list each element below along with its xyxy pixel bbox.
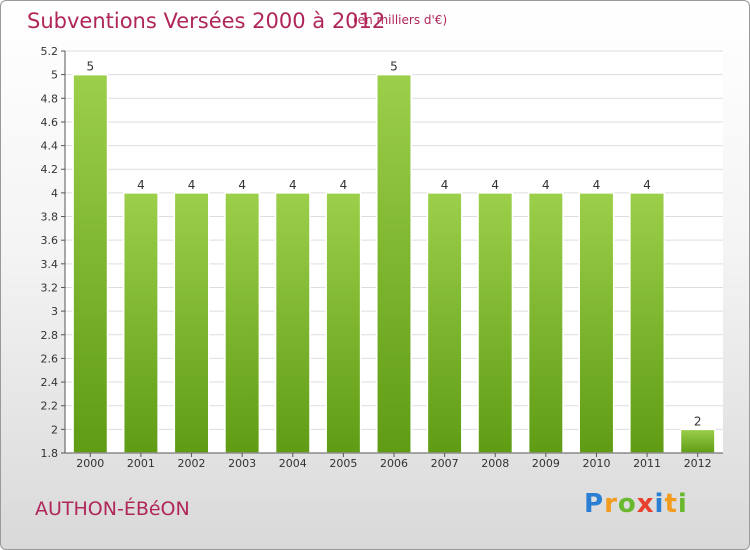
- x-tick-label: 2007: [431, 457, 459, 470]
- y-tick-label: 3.2: [41, 281, 59, 294]
- logo-letter: r: [604, 489, 618, 519]
- value-label: 4: [188, 178, 196, 192]
- bar-2009[interactable]: [527, 192, 564, 454]
- value-labels: 5 4 4 4 4 4 5 4 4 4 4 4 2: [86, 60, 701, 429]
- x-tick-label: 2010: [582, 457, 610, 470]
- chart-title: Subventions Versées 2000 à 2012: [27, 9, 386, 33]
- logo-letter: P: [584, 489, 605, 519]
- y-tick-label: 3.4: [41, 258, 59, 271]
- x-tick-label: 2001: [127, 457, 155, 470]
- y-tick-label: 2.4: [41, 376, 59, 389]
- y-tick-label: 3: [51, 305, 58, 318]
- bar-2002[interactable]: [173, 192, 210, 454]
- bar-2003[interactable]: [224, 192, 261, 454]
- y-tick-label: 2.6: [41, 352, 59, 365]
- y-tick-label: 5: [51, 69, 58, 82]
- y-tick-label: 4.2: [41, 163, 59, 176]
- y-tick-label: 4.8: [41, 92, 59, 105]
- value-label: 4: [137, 178, 145, 192]
- proxiti-logo[interactable]: Proxiti: [584, 489, 688, 519]
- bar-2011[interactable]: [629, 192, 666, 454]
- y-tick-label: 4.6: [41, 116, 59, 129]
- y-tick-label: 3.8: [41, 211, 59, 224]
- logo-letter: i: [677, 489, 688, 519]
- value-label: 5: [390, 60, 398, 74]
- y-tick-label: 5.2: [41, 45, 59, 58]
- x-tick-label: 2002: [178, 457, 206, 470]
- y-tick-label: 1.8: [41, 447, 59, 460]
- x-tick-label: 2012: [684, 457, 712, 470]
- value-label: 4: [289, 178, 297, 192]
- bar-2010[interactable]: [578, 192, 615, 454]
- x-tick-label: 2011: [633, 457, 661, 470]
- y-tick-label: 3.6: [41, 234, 59, 247]
- value-label: 4: [340, 178, 348, 192]
- bar-2012[interactable]: [679, 428, 716, 454]
- value-label: 4: [542, 178, 550, 192]
- value-label: 4: [238, 178, 246, 192]
- bar-2008[interactable]: [477, 192, 514, 454]
- value-label: 5: [86, 60, 94, 74]
- x-tick-label: 2009: [532, 457, 560, 470]
- value-label: 4: [643, 178, 651, 192]
- value-label: 4: [491, 178, 499, 192]
- bar-2005[interactable]: [325, 192, 362, 454]
- y-tick-label: 4: [51, 187, 58, 200]
- x-tick-label: 2004: [279, 457, 307, 470]
- x-tick-label: 2000: [76, 457, 104, 470]
- y-tick-label: 4.4: [41, 140, 59, 153]
- x-tick-label: 2005: [329, 457, 357, 470]
- commune-name: AUTHON-ÉBéON: [35, 498, 190, 520]
- bar-2001[interactable]: [122, 192, 159, 454]
- value-label: 2: [694, 414, 702, 428]
- y-tick-label: 2.8: [41, 329, 59, 342]
- chart-subtitle: (en milliers d'€): [353, 13, 448, 27]
- x-axis-ticks: 2000 2001 2002 2003 2004 2005 2006 2007 2008 2009…: [76, 453, 712, 470]
- y-axis-ticks: 1.8 2 2.2 2.4 2.6 2.8 3 3.2 3.4 3.6 3.8 4 4.2 4.4 4.6 4…: [41, 45, 65, 460]
- bar-2004[interactable]: [274, 192, 311, 454]
- logo-letter: o: [617, 489, 637, 519]
- bar-2000[interactable]: [72, 73, 109, 454]
- value-label: 4: [441, 178, 449, 192]
- logo-letter: t: [664, 489, 678, 519]
- bar-2007[interactable]: [426, 192, 463, 454]
- x-tick-label: 2008: [481, 457, 509, 470]
- logo-letter: x: [636, 489, 655, 519]
- y-tick-label: 2: [51, 423, 58, 436]
- logo-letter: i: [654, 489, 665, 519]
- y-tick-label: 2.2: [41, 400, 59, 413]
- bar-2006[interactable]: [376, 73, 412, 454]
- x-tick-label: 2006: [380, 457, 408, 470]
- value-label: 4: [593, 178, 601, 192]
- x-tick-label: 2003: [228, 457, 256, 470]
